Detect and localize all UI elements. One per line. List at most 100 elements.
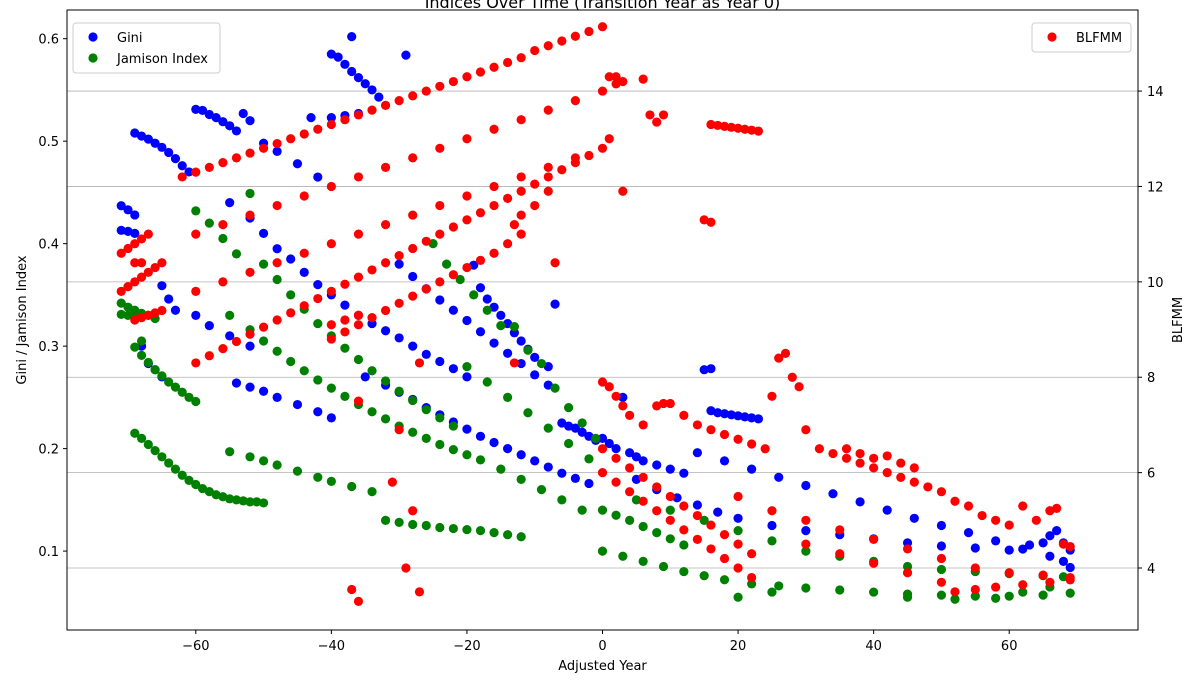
data-point — [367, 366, 377, 376]
data-point — [353, 110, 364, 120]
y2-tick-label: 10 — [1147, 276, 1164, 291]
data-point — [130, 228, 140, 239]
data-point — [679, 410, 689, 420]
data-point — [157, 452, 167, 462]
data-point — [326, 476, 336, 487]
data-point — [170, 153, 181, 164]
data-point — [211, 113, 221, 123]
data-point — [408, 243, 418, 254]
data-point — [353, 596, 364, 606]
data-point — [340, 300, 350, 310]
data-point — [509, 322, 519, 332]
data-point — [733, 123, 743, 133]
data-point — [380, 305, 391, 316]
data-point — [272, 346, 282, 356]
y-axis-title: Gini / Jamison Index — [15, 255, 30, 384]
data-point — [408, 91, 418, 101]
data-point — [665, 534, 675, 544]
data-point — [496, 464, 506, 474]
data-point — [909, 513, 919, 523]
data-point — [272, 258, 282, 268]
data-point — [543, 162, 553, 172]
data-point — [902, 568, 913, 578]
data-point — [441, 259, 452, 269]
data-point — [380, 414, 391, 424]
data-point — [801, 525, 811, 536]
data-point — [326, 334, 336, 344]
data-point — [225, 198, 235, 208]
data-point — [191, 396, 201, 407]
data-point — [360, 372, 370, 382]
data-point — [435, 522, 445, 533]
data-point — [692, 510, 702, 521]
data-point — [516, 532, 526, 542]
data-point — [326, 383, 336, 393]
data-point — [245, 341, 255, 351]
data-point — [747, 125, 757, 135]
data-point — [469, 290, 479, 300]
data-point — [448, 270, 458, 280]
data-point — [123, 282, 133, 292]
data-point — [658, 561, 669, 572]
data-point — [326, 320, 336, 330]
data-point — [353, 272, 364, 282]
data-point — [482, 305, 492, 315]
data-point — [401, 50, 411, 60]
data-point — [225, 447, 235, 457]
data-point — [116, 201, 126, 211]
data-point — [767, 391, 777, 401]
data-point — [157, 371, 167, 381]
data-point — [719, 553, 730, 564]
data-point — [435, 200, 445, 211]
data-point — [435, 356, 445, 367]
y2-axis-title: BLFMM — [1171, 297, 1186, 343]
legend-box — [1031, 22, 1132, 53]
data-point — [380, 258, 391, 268]
data-point — [394, 251, 404, 261]
data-point — [597, 444, 608, 454]
data-point — [733, 539, 743, 549]
data-point — [516, 358, 526, 369]
data-point — [557, 468, 567, 478]
data-point — [231, 126, 242, 136]
data-point — [170, 382, 181, 392]
data-point — [719, 121, 730, 131]
data-point — [719, 530, 730, 540]
data-point — [801, 425, 811, 435]
data-point — [177, 470, 187, 480]
data-point — [313, 172, 323, 182]
data-point — [509, 358, 519, 368]
data-point — [313, 472, 323, 482]
legend-marker — [88, 32, 98, 42]
data-point — [740, 412, 750, 422]
data-point — [719, 429, 730, 440]
data-point — [157, 281, 167, 291]
data-point — [869, 534, 879, 544]
data-point — [326, 286, 336, 296]
data-point — [747, 549, 757, 559]
data-point — [787, 372, 797, 382]
data-point — [733, 411, 743, 421]
data-point — [340, 327, 350, 337]
data-point — [625, 463, 635, 473]
data-point — [130, 210, 140, 220]
data-point — [991, 515, 1001, 525]
data-point — [1052, 525, 1062, 536]
data-point — [218, 277, 228, 287]
data-point — [326, 113, 336, 123]
data-point — [963, 528, 974, 538]
data-point — [706, 544, 716, 554]
data-point — [258, 228, 269, 239]
data-point — [184, 167, 194, 177]
y2-tick-label: 12 — [1147, 180, 1164, 195]
data-point — [597, 546, 608, 556]
data-point — [353, 396, 364, 406]
data-point — [503, 530, 513, 540]
data-point — [699, 571, 709, 581]
data-point — [970, 563, 980, 573]
data-point — [116, 248, 126, 258]
data-point — [1004, 591, 1014, 601]
data-point — [258, 456, 269, 466]
data-point — [516, 53, 526, 63]
data-point — [516, 186, 526, 196]
